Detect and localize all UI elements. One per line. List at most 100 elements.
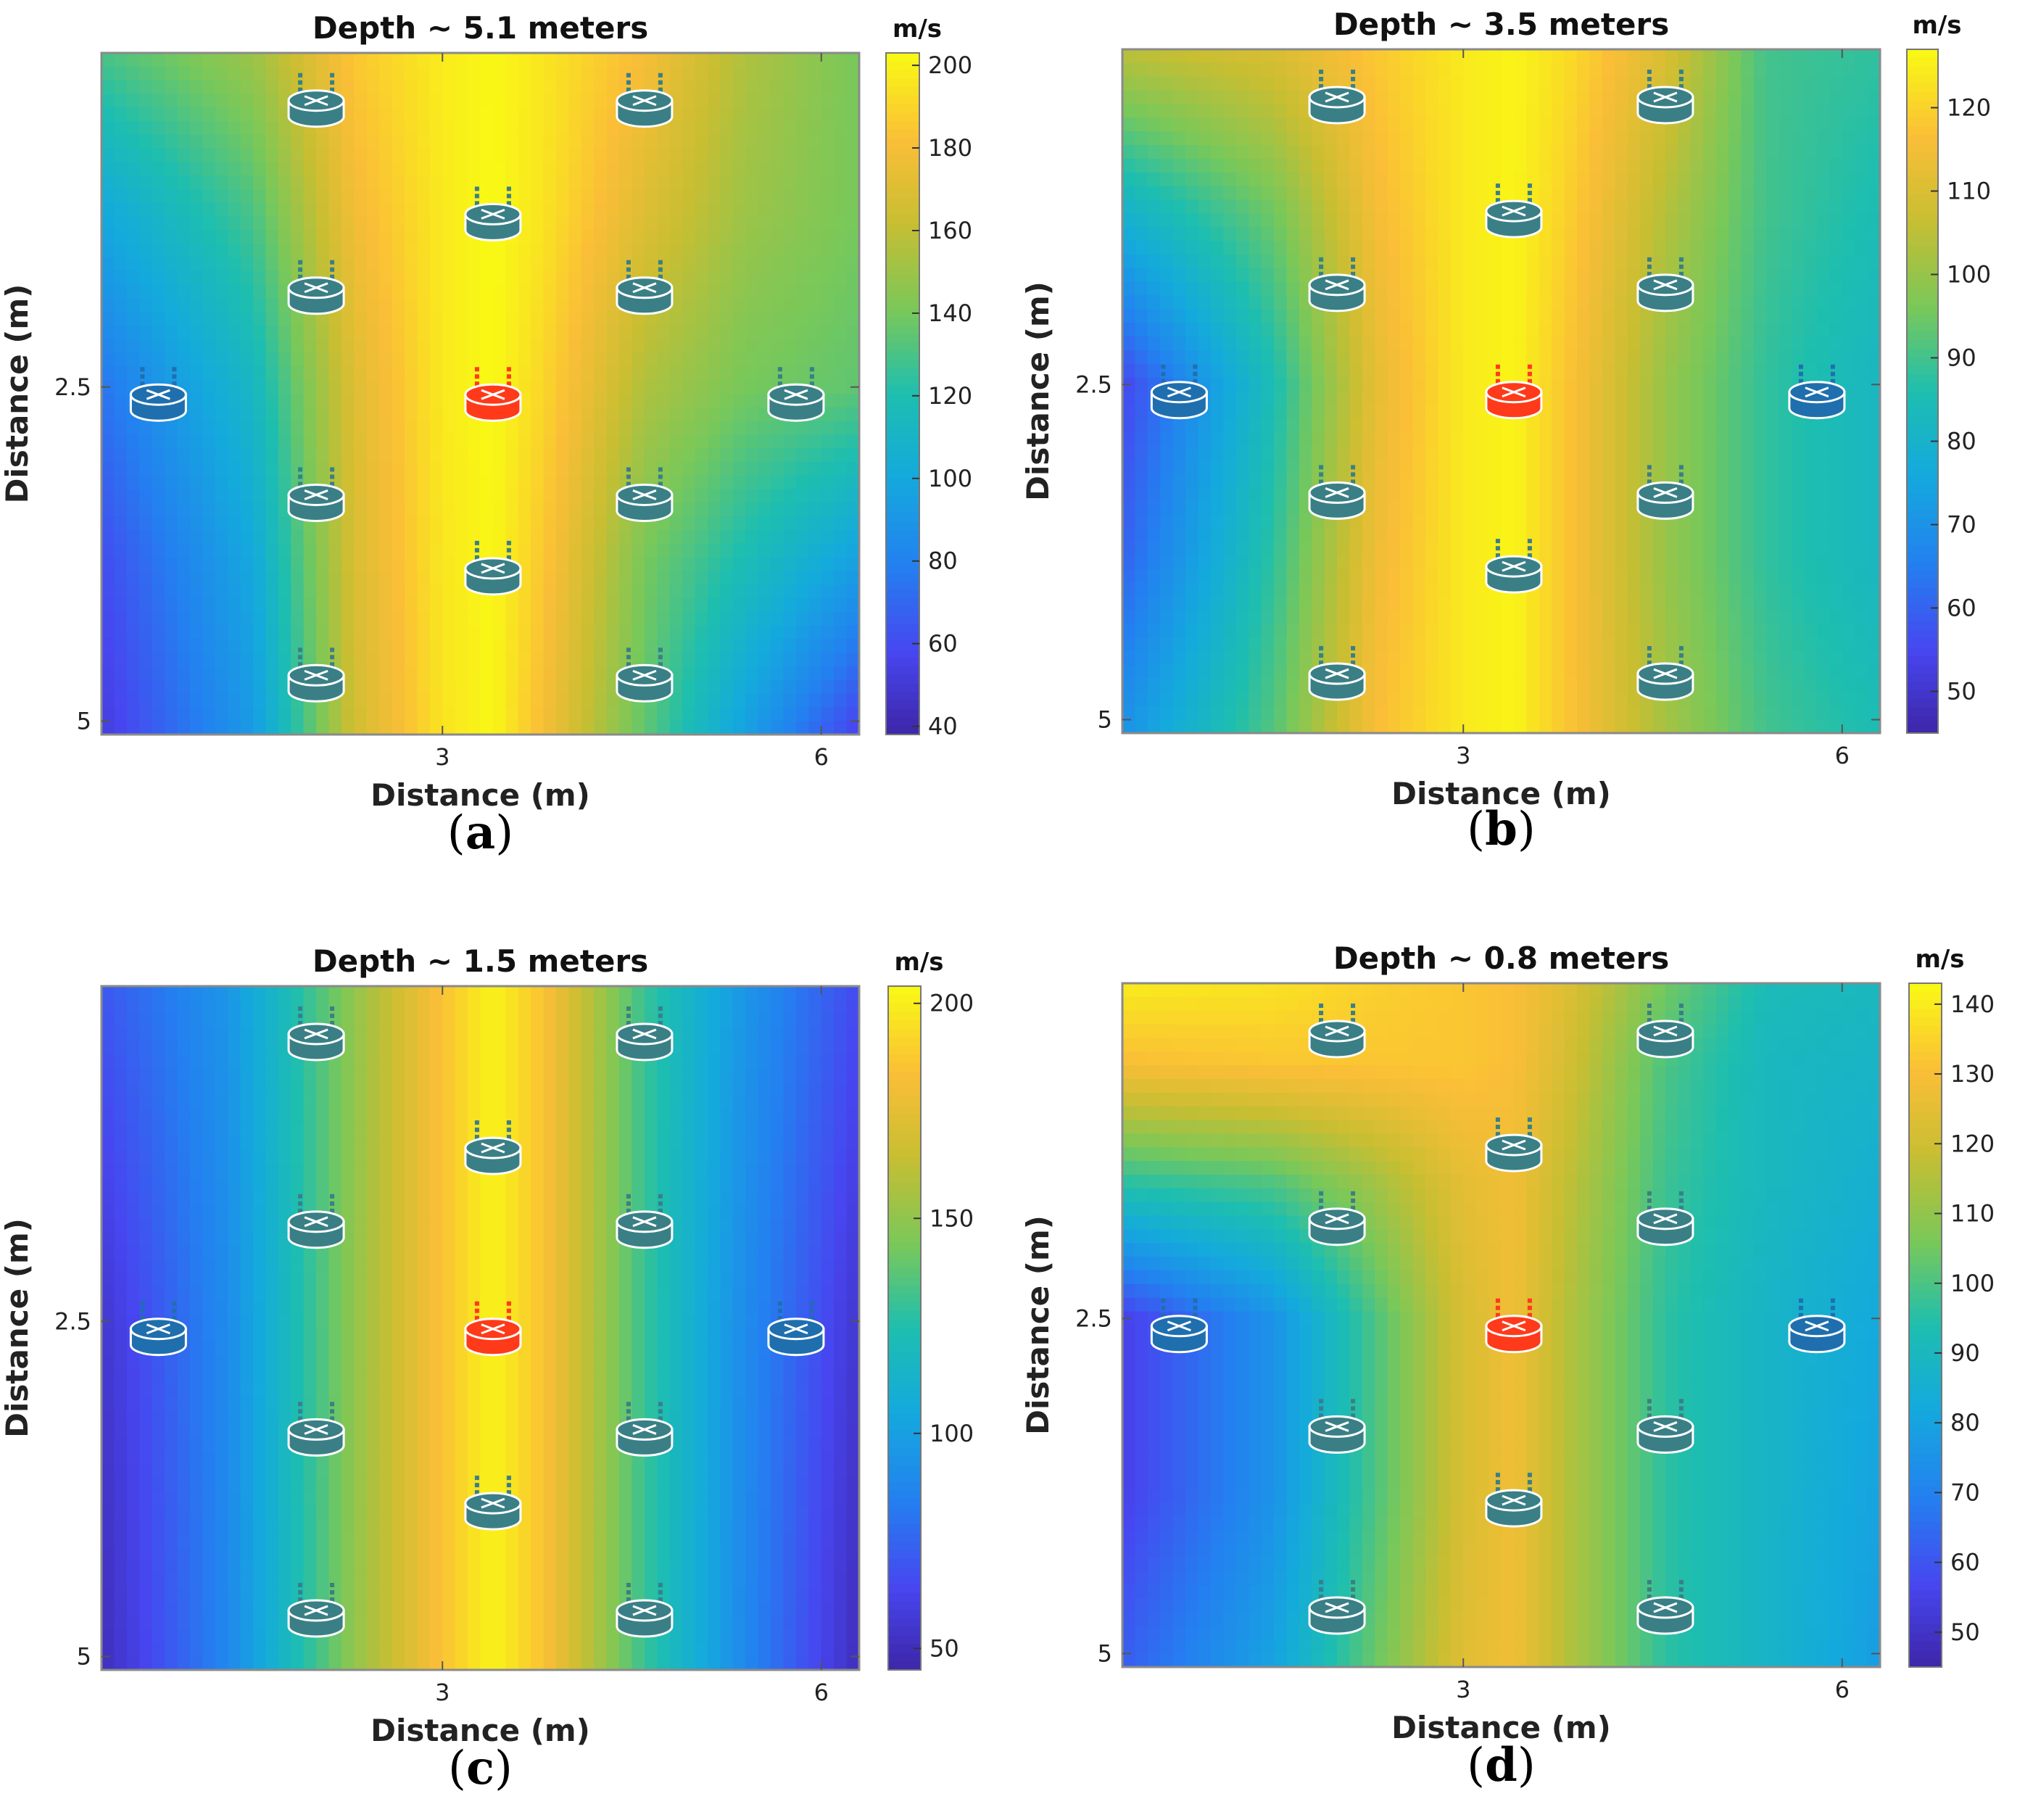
heatmap-cell bbox=[1690, 363, 1704, 379]
heatmap-cell bbox=[265, 312, 279, 326]
heatmap-cell bbox=[1855, 117, 1868, 132]
heatmap-cell bbox=[1261, 432, 1275, 447]
heatmap-cell bbox=[480, 707, 494, 721]
heatmap-cell bbox=[518, 121, 531, 136]
heatmap-cell bbox=[1387, 268, 1401, 283]
heatmap-cell bbox=[455, 625, 468, 640]
heatmap-cell bbox=[468, 257, 481, 272]
x-axis-label: Distance (m) bbox=[370, 777, 590, 813]
heatmap-cell bbox=[1122, 268, 1136, 283]
heatmap-cell bbox=[468, 666, 481, 681]
heatmap-cell bbox=[278, 707, 292, 721]
heatmap-cell bbox=[1589, 186, 1603, 201]
heatmap-cell bbox=[556, 257, 570, 272]
heatmap-cell bbox=[126, 352, 141, 368]
heatmap-cell bbox=[1501, 295, 1515, 310]
heatmap-cell bbox=[1842, 363, 1855, 379]
heatmap-cell bbox=[720, 352, 734, 368]
heatmap-cell bbox=[1779, 186, 1792, 201]
heatmap-cell bbox=[543, 298, 557, 313]
heatmap-cell bbox=[1552, 172, 1565, 187]
heatmap-cell bbox=[366, 202, 380, 218]
heatmap-cell bbox=[1715, 391, 1729, 406]
heatmap-cell bbox=[1425, 131, 1439, 146]
heatmap-cell bbox=[834, 693, 848, 708]
colorbar-segment bbox=[886, 104, 919, 114]
heatmap-cell bbox=[1450, 172, 1465, 187]
heatmap-cell bbox=[1261, 158, 1275, 173]
heatmap-cell bbox=[1337, 199, 1351, 215]
heatmap-cell bbox=[139, 693, 153, 708]
heatmap-cell bbox=[1463, 281, 1477, 297]
heatmap-cell bbox=[1779, 349, 1792, 365]
heatmap-cell bbox=[1526, 309, 1540, 323]
heatmap-cell bbox=[1299, 391, 1313, 406]
heatmap-cell bbox=[619, 721, 633, 735]
heatmap-cell bbox=[1488, 241, 1502, 255]
heatmap-cell bbox=[240, 639, 254, 653]
heatmap-cell bbox=[228, 584, 241, 599]
heatmap-cell bbox=[253, 448, 267, 463]
heatmap-cell bbox=[1438, 227, 1452, 241]
heatmap-cell bbox=[1362, 76, 1376, 91]
heatmap-cell bbox=[720, 584, 734, 599]
heatmap-cell bbox=[1753, 186, 1768, 201]
heatmap-cell bbox=[253, 312, 267, 326]
heatmap-cell bbox=[291, 462, 305, 476]
heatmap-cell bbox=[1728, 145, 1742, 160]
heatmap-cell bbox=[808, 462, 822, 476]
heatmap-cell bbox=[556, 94, 570, 108]
heatmap-cell bbox=[240, 134, 254, 149]
heatmap-cell bbox=[341, 162, 355, 176]
heatmap-cell bbox=[1728, 213, 1742, 228]
heatmap-cell bbox=[1753, 117, 1768, 132]
heatmap-cell bbox=[1703, 117, 1717, 132]
heatmap-cell bbox=[1160, 309, 1174, 323]
heatmap-cell bbox=[846, 693, 860, 708]
heatmap-cell bbox=[518, 434, 531, 449]
heatmap-cell bbox=[316, 244, 330, 258]
heatmap-cell bbox=[1488, 323, 1502, 337]
heatmap-cell bbox=[253, 326, 267, 340]
heatmap-cell bbox=[455, 134, 468, 149]
heatmap-cell bbox=[366, 216, 380, 231]
heatmap-cell bbox=[1475, 172, 1489, 187]
heatmap-cell bbox=[417, 721, 431, 735]
heatmap-cell bbox=[1766, 349, 1780, 365]
heatmap-cell bbox=[1652, 227, 1666, 241]
heatmap-cell bbox=[455, 80, 468, 95]
heatmap-cell bbox=[1286, 363, 1300, 379]
heatmap-cell bbox=[392, 107, 405, 122]
heatmap-cell bbox=[189, 543, 204, 558]
heatmap-cell bbox=[1400, 227, 1414, 241]
heatmap-cell bbox=[253, 693, 267, 708]
heatmap-cell bbox=[1678, 172, 1692, 187]
heatmap-cell bbox=[215, 434, 228, 449]
heatmap-cell bbox=[316, 421, 330, 436]
heatmap-cell bbox=[405, 693, 418, 708]
heatmap-cell bbox=[1274, 117, 1288, 132]
heatmap-cell bbox=[366, 693, 380, 708]
heatmap-cell bbox=[1249, 199, 1262, 215]
heatmap-cell bbox=[1602, 336, 1616, 351]
heatmap-cell bbox=[492, 107, 507, 122]
heatmap-cell bbox=[657, 462, 671, 476]
heatmap-cell bbox=[834, 134, 848, 149]
heatmap-cell bbox=[581, 693, 595, 708]
heatmap-cell bbox=[783, 516, 797, 531]
heatmap-cell bbox=[1387, 309, 1401, 323]
heatmap-cell bbox=[341, 407, 355, 422]
heatmap-cell bbox=[366, 148, 380, 163]
heatmap-cell bbox=[215, 352, 228, 368]
heatmap-cell bbox=[543, 94, 557, 108]
heatmap-cell bbox=[1412, 418, 1426, 433]
heatmap-cell bbox=[556, 516, 570, 531]
heatmap-cell bbox=[834, 530, 848, 545]
heatmap-cell bbox=[581, 407, 595, 422]
heatmap-cell bbox=[1804, 62, 1818, 78]
heatmap-cell bbox=[732, 366, 747, 381]
heatmap-cell bbox=[606, 639, 620, 653]
heatmap-cell bbox=[102, 721, 115, 735]
heatmap-cell bbox=[265, 352, 279, 368]
heatmap-cell bbox=[1185, 145, 1199, 160]
